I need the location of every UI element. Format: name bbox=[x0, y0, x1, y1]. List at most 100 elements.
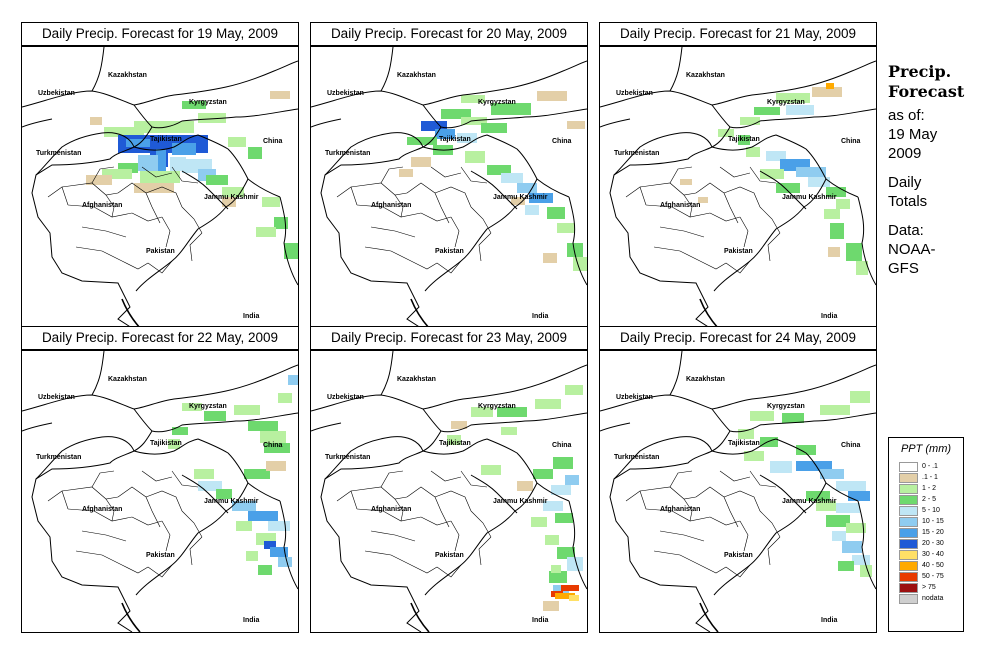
country-boundary bbox=[380, 351, 394, 396]
label-china: China bbox=[841, 138, 861, 145]
country-boundary bbox=[669, 351, 683, 396]
label-china: China bbox=[552, 442, 572, 449]
coastline bbox=[699, 602, 719, 632]
district-boundary bbox=[470, 510, 492, 538]
precip-cell bbox=[842, 541, 862, 553]
precip-cell bbox=[832, 531, 846, 541]
district-boundary bbox=[653, 246, 701, 262]
precip-cell bbox=[182, 101, 206, 109]
precip-cell bbox=[481, 465, 501, 475]
precip-cell bbox=[441, 109, 471, 119]
precip-cell bbox=[557, 547, 575, 559]
country-boundary bbox=[133, 408, 298, 433]
district-boundary bbox=[478, 232, 492, 262]
country-boundary bbox=[613, 436, 713, 480]
precip-cell bbox=[487, 165, 511, 175]
precip-cell bbox=[836, 481, 866, 491]
legend-swatch bbox=[899, 538, 918, 549]
precip-cell bbox=[451, 421, 467, 429]
panel-title: Daily Precip. Forecast for 19 May, 2009 bbox=[21, 22, 299, 46]
district-boundary bbox=[430, 166, 462, 178]
district-boundary bbox=[380, 470, 404, 488]
district-boundary bbox=[145, 490, 183, 512]
district-boundary bbox=[719, 470, 751, 482]
precip-cell bbox=[491, 103, 531, 115]
precip-cell bbox=[553, 457, 573, 469]
precip-cell bbox=[525, 205, 539, 215]
precip-cell bbox=[222, 187, 244, 197]
legend-swatch bbox=[899, 505, 918, 516]
precip-cell bbox=[808, 177, 830, 187]
precip-cell bbox=[461, 95, 485, 103]
precip-cell bbox=[481, 123, 507, 133]
district-boundary bbox=[460, 166, 488, 184]
label-uzbekistan: Uzbekistan bbox=[616, 394, 653, 401]
legend-item: 50 - 75 bbox=[899, 571, 963, 582]
precip-cell bbox=[555, 513, 573, 523]
precip-cell bbox=[547, 207, 565, 219]
district-boundary bbox=[725, 564, 751, 578]
precip-cell bbox=[407, 137, 437, 145]
label-china: China bbox=[841, 442, 861, 449]
district-boundary bbox=[639, 486, 697, 500]
precip-cell bbox=[216, 489, 232, 499]
label-turkmenistan: Turkmenistan bbox=[36, 150, 82, 157]
district-boundary bbox=[695, 486, 731, 512]
district-boundary bbox=[67, 508, 133, 522]
district-boundary bbox=[81, 226, 127, 238]
label-kazakhstan: Kazakhstan bbox=[397, 72, 436, 79]
legend-item: 5 - 10 bbox=[899, 505, 963, 516]
district-boundary bbox=[356, 508, 422, 522]
precip-cell bbox=[786, 105, 814, 115]
label-tajikistan: Tajikistan bbox=[728, 136, 760, 143]
label-tajikistan: Tajikistan bbox=[150, 136, 182, 143]
legend-item: > 75 bbox=[899, 582, 963, 593]
precip-cell bbox=[232, 501, 256, 511]
precip-cell bbox=[846, 243, 862, 261]
precip-cell bbox=[766, 151, 786, 161]
district-boundary bbox=[61, 486, 119, 500]
country-boundary bbox=[711, 438, 859, 502]
precip-cell bbox=[256, 227, 276, 237]
district-boundary bbox=[121, 564, 149, 574]
district-boundary bbox=[181, 206, 203, 234]
district-boundary bbox=[434, 186, 472, 208]
precip-cell bbox=[533, 469, 553, 479]
label-india: India bbox=[243, 313, 260, 320]
district-boundary bbox=[709, 516, 741, 526]
legend-swatch bbox=[899, 483, 918, 494]
label-pakistan: Pakistan bbox=[724, 248, 753, 255]
info-title-line1: Precip. bbox=[888, 62, 952, 81]
legend-label: 10 - 15 bbox=[922, 518, 944, 525]
precip-cell bbox=[826, 187, 846, 197]
legend-item: 20 - 30 bbox=[899, 538, 963, 549]
label-tajikistan: Tajikistan bbox=[728, 440, 760, 447]
precip-cell bbox=[497, 407, 527, 417]
district-boundary bbox=[171, 470, 199, 488]
country-boundary bbox=[35, 132, 135, 176]
district-boundary bbox=[625, 490, 647, 510]
precip-cell bbox=[545, 535, 559, 545]
precip-cell bbox=[569, 595, 579, 601]
label-jammu-kashmir: Jammu Kashmir bbox=[204, 194, 259, 201]
label-kyrgyzstan: Kyrgyzstan bbox=[767, 403, 805, 410]
precip-cell bbox=[511, 197, 525, 205]
district-boundary bbox=[151, 510, 161, 528]
country-boundary bbox=[135, 178, 249, 292]
district-boundary bbox=[75, 550, 123, 566]
district-boundary bbox=[440, 510, 450, 528]
precip-cell bbox=[535, 399, 561, 409]
country-boundary bbox=[424, 482, 538, 596]
forecast-info: Precip. Forecast as of: 19 May 2009 Dail… bbox=[888, 62, 983, 278]
label-pakistan: Pakistan bbox=[435, 248, 464, 255]
precip-cell bbox=[760, 437, 778, 447]
district-boundary bbox=[683, 498, 693, 522]
precip-cell bbox=[104, 127, 144, 137]
district-boundary bbox=[719, 166, 751, 178]
label-afghanistan: Afghanistan bbox=[660, 506, 701, 513]
legend-item: 30 - 40 bbox=[899, 549, 963, 560]
legend-swatch bbox=[899, 516, 918, 527]
ppt-legend: PPT (mm) 0 - .1 .1 - 1 1 - 2 2 - 5 5 - 1… bbox=[888, 437, 964, 632]
district-boundary bbox=[161, 520, 171, 552]
legend-swatch bbox=[899, 582, 918, 593]
